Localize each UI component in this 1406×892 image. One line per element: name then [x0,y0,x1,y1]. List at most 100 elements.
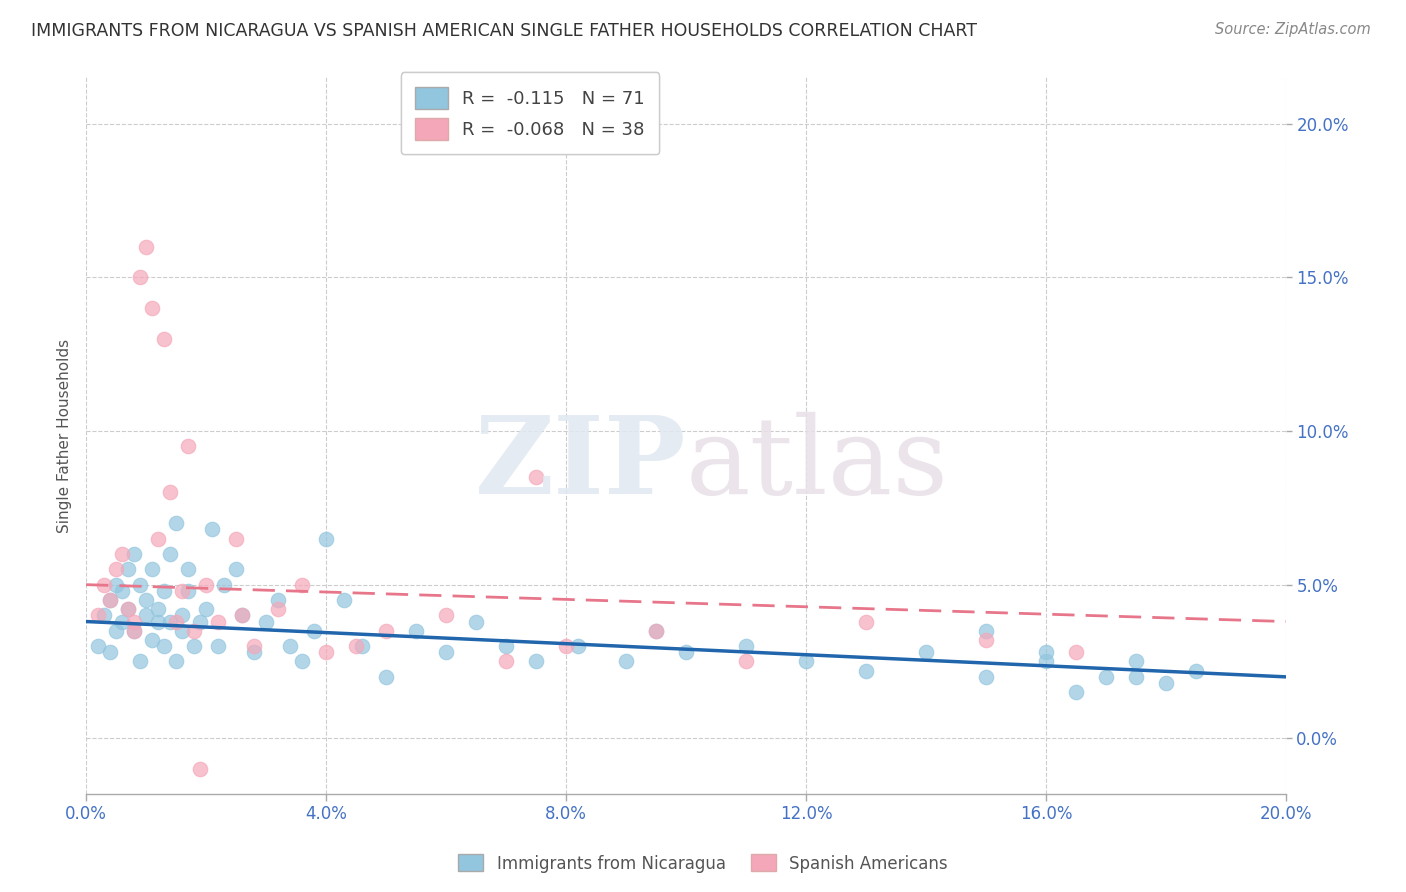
Point [735,639,758,653]
Point [111,615,134,629]
Point [315,532,337,546]
Point [177,583,200,598]
Point [1095,670,1118,684]
Point [344,639,367,653]
Point [495,655,517,669]
Point [129,577,152,591]
Point [170,583,193,598]
Text: IMMIGRANTS FROM NICARAGUA VS SPANISH AMERICAN SINGLE FATHER HOUSEHOLDS CORRELATI: IMMIGRANTS FROM NICARAGUA VS SPANISH AME… [31,22,977,40]
Legend: Immigrants from Nicaragua, Spanish Americans: Immigrants from Nicaragua, Spanish Ameri… [451,847,955,880]
Point [141,632,163,647]
Point [170,608,193,623]
Point [405,624,427,638]
Point [231,608,253,623]
Point [122,615,145,629]
Point [146,532,169,546]
Text: atlas: atlas [686,411,949,516]
Point [375,670,398,684]
Point [524,470,547,484]
Point [1185,664,1208,678]
Point [1154,676,1177,690]
Point [212,577,235,591]
Point [567,639,589,653]
Point [93,608,115,623]
Point [177,562,200,576]
Point [135,239,157,253]
Point [122,547,145,561]
Point [855,664,877,678]
Point [105,562,128,576]
Point [153,583,176,598]
Point [87,608,110,623]
Point [153,332,176,346]
Point [141,301,163,315]
Point [645,624,668,638]
Point [434,645,457,659]
Point [98,645,121,659]
Y-axis label: Single Father Households: Single Father Households [58,338,72,533]
Point [170,624,193,638]
Point [291,655,314,669]
Point [254,615,277,629]
Point [350,639,373,653]
Point [302,624,325,638]
Point [434,608,457,623]
Point [146,615,169,629]
Point [207,639,229,653]
Point [146,602,169,616]
Point [1035,655,1057,669]
Point [183,639,205,653]
Point [675,645,697,659]
Point [207,615,229,629]
Point [129,270,152,285]
Point [524,655,547,669]
Point [974,624,997,638]
Point [117,562,139,576]
Point [195,577,218,591]
Point [135,608,157,623]
Point [243,645,266,659]
Point [188,615,211,629]
Point [117,602,139,616]
Point [87,639,110,653]
Point [735,655,758,669]
Point [183,624,205,638]
Point [177,439,200,453]
Point [201,522,224,536]
Point [974,670,997,684]
Point [315,645,337,659]
Point [153,639,176,653]
Point [111,583,134,598]
Point [243,639,266,653]
Legend: R =  -0.115   N = 71, R =  -0.068   N = 38: R = -0.115 N = 71, R = -0.068 N = 38 [401,72,659,154]
Point [195,602,218,616]
Point [159,615,181,629]
Point [159,485,181,500]
Point [98,593,121,607]
Point [495,639,517,653]
Text: ZIP: ZIP [474,411,686,517]
Point [1125,670,1147,684]
Point [165,615,187,629]
Point [122,624,145,638]
Point [188,762,211,776]
Point [614,655,637,669]
Point [141,562,163,576]
Point [98,593,121,607]
Point [105,624,128,638]
Point [111,547,134,561]
Point [135,593,157,607]
Point [165,516,187,531]
Point [122,624,145,638]
Point [231,608,253,623]
Point [165,655,187,669]
Point [225,562,247,576]
Point [129,655,152,669]
Point [1035,645,1057,659]
Point [1125,655,1147,669]
Point [278,639,301,653]
Point [375,624,398,638]
Point [105,577,128,591]
Point [555,639,578,653]
Point [855,615,877,629]
